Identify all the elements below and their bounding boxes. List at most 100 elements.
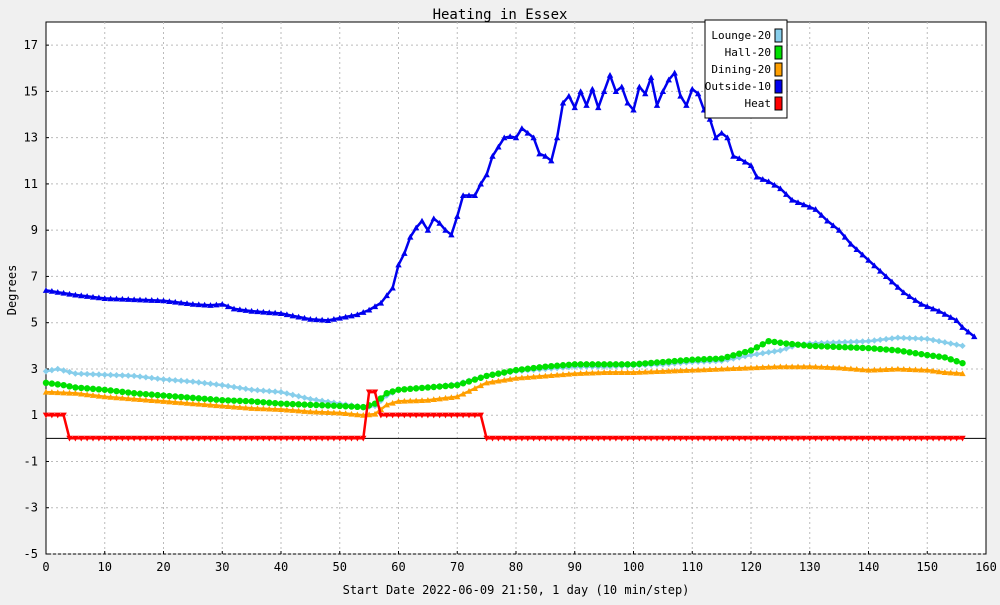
data-point-hall-20 (929, 352, 937, 360)
data-point-dining-20 (847, 365, 855, 372)
data-point-hall-20 (459, 380, 467, 387)
data-point-outside-10 (912, 297, 919, 303)
data-point-outside-10 (894, 284, 902, 290)
data-point-outside-10 (877, 267, 884, 274)
data-point-dining-20 (595, 369, 602, 376)
data-point-outside-10 (900, 289, 907, 296)
data-point-outside-10 (101, 295, 108, 301)
data-point-lounge-20 (289, 391, 296, 399)
data-point-dining-20 (436, 395, 443, 402)
data-point-outside-10 (42, 287, 50, 293)
data-point-hall-20 (636, 360, 643, 368)
data-point-dining-20 (600, 369, 608, 375)
data-point-heat (454, 412, 461, 419)
data-point-heat (313, 435, 320, 442)
data-point-dining-20 (894, 365, 902, 372)
data-point-outside-10 (765, 178, 772, 185)
data-point-dining-20 (430, 396, 437, 403)
data-point-hall-20 (442, 382, 449, 390)
data-point-outside-10 (459, 192, 467, 199)
data-point-heat (424, 412, 432, 419)
data-point-heat (542, 435, 549, 442)
data-point-hall-20 (107, 387, 114, 394)
data-point-hall-20 (395, 386, 402, 393)
data-point-heat (677, 435, 684, 442)
data-point-heat (548, 435, 555, 442)
data-point-heat (318, 435, 326, 442)
data-point-hall-20 (213, 396, 220, 403)
data-point-lounge-20 (912, 335, 919, 342)
data-point-dining-20 (60, 389, 67, 396)
data-point-outside-10 (924, 303, 931, 310)
data-point-lounge-20 (865, 338, 872, 345)
data-point-lounge-20 (759, 350, 766, 357)
data-point-hall-20 (853, 344, 860, 351)
data-point-outside-10 (941, 311, 949, 317)
data-point-dining-20 (113, 394, 120, 401)
data-point-hall-20 (906, 349, 913, 356)
data-point-dining-20 (524, 374, 531, 380)
data-point-lounge-20 (242, 385, 249, 393)
data-point-outside-10 (78, 292, 85, 299)
data-point-dining-20 (448, 394, 455, 400)
data-point-heat (553, 435, 561, 442)
data-point-outside-10 (794, 199, 802, 205)
data-point-outside-10 (747, 162, 755, 168)
y-axis-label: Degrees (5, 265, 19, 316)
data-point-lounge-20 (89, 371, 97, 378)
data-point-hall-20 (136, 390, 144, 397)
data-point-outside-10 (389, 284, 396, 291)
data-point-heat (906, 435, 913, 442)
data-point-outside-10 (653, 102, 661, 108)
data-point-lounge-20 (195, 379, 202, 386)
data-point-outside-10 (483, 171, 490, 178)
data-point-lounge-20 (841, 338, 849, 346)
data-point-dining-20 (48, 389, 56, 395)
data-point-hall-20 (119, 388, 126, 396)
data-point-heat (136, 435, 144, 442)
data-point-dining-20 (371, 410, 379, 417)
data-point-heat (201, 435, 208, 442)
data-point-dining-20 (465, 387, 473, 394)
data-point-dining-20 (806, 363, 813, 370)
data-point-hall-20 (483, 372, 490, 380)
data-point-lounge-20 (859, 338, 866, 345)
data-point-lounge-20 (266, 387, 273, 395)
data-point-heat (224, 435, 232, 442)
data-point-hall-20 (606, 361, 614, 368)
data-point-heat (483, 435, 490, 442)
data-point-heat (565, 435, 573, 442)
data-point-dining-20 (512, 375, 520, 381)
data-point-hall-20 (700, 356, 708, 363)
data-point-dining-20 (865, 366, 872, 373)
data-point-dining-20 (565, 370, 573, 377)
data-point-dining-20 (454, 393, 461, 400)
data-point-lounge-20 (166, 376, 173, 384)
data-point-dining-20 (700, 366, 708, 373)
data-point-heat (489, 435, 496, 442)
legend-swatch-dining-20 (774, 62, 783, 77)
legend-label-dining-20: Dining-20 (711, 63, 771, 76)
data-point-dining-20 (571, 370, 578, 377)
data-point-lounge-20 (60, 367, 67, 374)
data-point-outside-10 (853, 246, 860, 253)
data-point-heat (330, 435, 338, 442)
data-point-heat (125, 435, 132, 442)
data-point-hall-20 (571, 361, 578, 368)
data-point-dining-20 (213, 402, 220, 409)
data-point-dining-20 (959, 370, 966, 377)
data-point-dining-20 (577, 370, 584, 376)
data-point-hall-20 (924, 351, 931, 359)
data-point-dining-20 (818, 363, 825, 370)
data-point-hall-20 (724, 353, 731, 361)
data-point-dining-20 (230, 403, 238, 410)
data-point-heat (459, 412, 467, 419)
data-point-lounge-20 (107, 371, 114, 379)
data-point-outside-10 (888, 278, 896, 285)
data-point-heat (924, 435, 931, 442)
data-point-heat (119, 435, 126, 442)
y-tick-label: -5 (24, 547, 38, 561)
data-point-dining-20 (783, 363, 790, 370)
data-point-outside-10 (407, 233, 414, 240)
data-point-outside-10 (383, 292, 390, 299)
